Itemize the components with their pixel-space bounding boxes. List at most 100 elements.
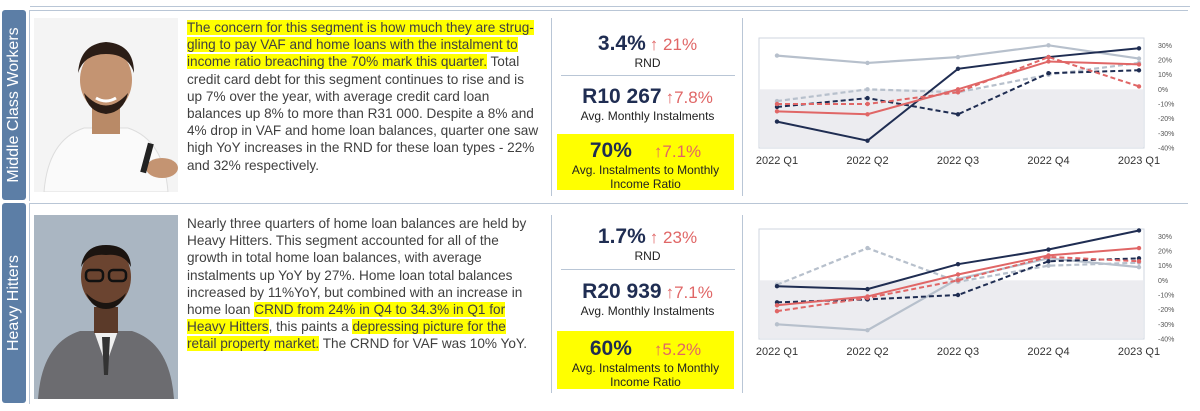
y-tick-label: 10% [1158,72,1172,79]
top-rule [30,6,1190,7]
data-point [1136,84,1142,89]
kpi-ratio: 60% ↑5.2% Avg. Instalments to Monthly Inc… [557,331,734,389]
data-point [1046,54,1051,60]
x-tick-label: 2022 Q3 [937,346,979,358]
data-point [1136,56,1142,61]
x-tick-label: 2022 Q2 [846,155,888,167]
data-point [955,278,961,283]
kpi-change: ↑ 23% [650,228,697,247]
y-tick-label: 10% [1158,263,1172,270]
y-tick-label: 30% [1158,234,1172,241]
x-tick-label: 2022 Q4 [1027,346,1069,358]
data-point [865,60,870,66]
x-tick-label: 2022 Q3 [937,155,979,167]
data-point [1046,43,1051,48]
trend-chart: 30% 20% 10% 0% -10% -20% -30% -40% 2022 Q1 2022 Q… [756,228,1174,358]
up-arrow-icon: ↑ [665,283,675,302]
series-line [776,255,1140,313]
segment-tab[interactable]: Heavy Hitters [2,203,26,403]
divider [551,18,552,196]
data-point [955,112,961,117]
segment-description: The concern for this segment is how much… [187,20,539,173]
y-tick-label: -20% [1158,307,1174,314]
series-line [776,69,1140,116]
y-tick-label: -30% [1158,322,1174,329]
data-point [865,112,870,117]
kpi-label: RND [634,56,661,70]
x-tick-label: 2022 Q4 [1027,155,1069,167]
kpi-label: Avg. Instalments to Monthly [571,361,720,375]
data-point [865,328,870,333]
data-point [1046,59,1051,64]
data-point [1136,62,1142,67]
data-point [1046,263,1051,268]
up-arrow-icon: ↑ [649,228,659,247]
kpi-value: R20 939 [582,280,662,303]
divider [742,18,743,196]
kpi-label: Income Ratio [610,375,681,389]
kpi-change-value: 7.1% [662,142,702,161]
kpi-change-value: 7.8% [674,88,713,107]
y-tick-label: -10% [1158,293,1174,300]
data-point [1136,264,1142,270]
kpi-rnd: 3.4% ↑ 21% RND [557,32,738,70]
data-point [774,322,780,327]
kpi-change: ↑7.8% [666,88,713,107]
y-tick-label: -20% [1158,116,1174,123]
y-tick-label: -40% [1158,146,1174,153]
y-tick-label: 0% [1158,87,1168,94]
data-point [865,286,870,292]
segment-name: Heavy Hitters [5,254,22,352]
kpi-instalments: R20 939 ↑7.1% Avg. Monthly Instalments [557,280,738,318]
kpi-value: 1.7% [597,225,646,248]
data-point [955,262,961,267]
data-point [955,292,961,298]
y-tick-label: -40% [1158,337,1174,344]
up-arrow-icon: ↑ [653,142,663,161]
data-point [955,272,961,277]
data-point [1136,245,1142,251]
plot-frame [758,37,1145,149]
data-point [1046,71,1051,76]
data-point [1136,68,1142,73]
up-arrow-icon: ↑ [665,88,675,107]
kpi-label: RND [634,249,661,263]
y-tick-label: 20% [1158,249,1172,256]
kpi-change: ↑ 21% [650,35,697,54]
kpi-separator [561,75,735,76]
negative-band [760,280,1143,338]
data-point [955,66,961,71]
data-point [865,138,870,143]
kpi-separator [561,269,735,270]
data-point [1046,247,1051,252]
x-tick-label: 2022 Q1 [756,346,798,358]
y-tick-label: -10% [1158,102,1174,109]
y-tick-label: 30% [1158,43,1172,50]
data-point [1046,254,1051,260]
kpi-instalments: R10 267 ↑7.8% Avg. Monthly Instalments [557,85,738,123]
negative-band [760,89,1143,147]
kpi-change-value: 7.1% [674,283,713,302]
data-point [1136,228,1142,233]
up-arrow-icon: ↑ [653,340,663,359]
kpi-value: 3.4% [597,32,646,55]
segment-photo [34,215,178,399]
data-point [774,119,780,124]
data-point [1136,46,1142,51]
y-tick-label: 20% [1158,58,1172,65]
x-tick-label: 2022 Q2 [846,346,888,358]
divider [551,215,552,393]
data-point [774,308,780,314]
divider [742,215,743,393]
kpi-change: ↑7.1% [654,142,701,161]
data-point [774,101,780,107]
kpi-ratio: 70% ↑7.1% Avg. Instalments to Monthly Inc… [557,134,734,191]
kpi-change: ↑7.1% [666,283,713,302]
x-tick-label: 2023 Q1 [1118,155,1160,167]
kpi-change-value: 23% [663,228,698,247]
kpi-label: Avg. Monthly Instalments [580,109,715,123]
data-point [1136,259,1142,264]
kpi-value: 60% [589,337,632,360]
segment-tab[interactable]: Middle Class Workers [2,10,26,200]
kpi-rnd: 1.7% ↑ 23% RND [557,225,738,263]
